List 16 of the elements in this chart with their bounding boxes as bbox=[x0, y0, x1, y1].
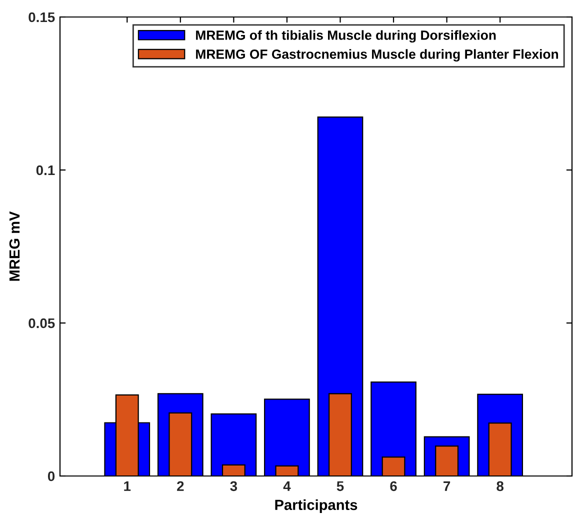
y-tick-label: 0.1 bbox=[36, 165, 55, 176]
x-tick-label: 3 bbox=[230, 481, 238, 492]
x-tick-label: 2 bbox=[177, 481, 184, 491]
y-tick-label: 0.05 bbox=[28, 318, 55, 328]
y-tick-label: 0.15 bbox=[28, 12, 55, 22]
x-tick-label: 7 bbox=[444, 481, 450, 491]
x-tick-label: 8 bbox=[496, 481, 504, 492]
legend-label: MREMG of th tibialis Muscle during Dorsiflexion bbox=[196, 30, 496, 43]
legend-label: MREMG OF Gastrocnemius Muscle during Planter Flexion bbox=[196, 49, 558, 62]
x-tick-label: 6 bbox=[390, 481, 397, 492]
y-tick-label: 0 bbox=[48, 471, 55, 482]
x-tick-label: 4 bbox=[283, 481, 291, 491]
x-tick-label: 5 bbox=[336, 481, 344, 492]
x-axis-title: Participants bbox=[275, 499, 358, 513]
x-tick-label: 1 bbox=[124, 481, 131, 491]
y-axis-title: MREG mV bbox=[9, 211, 20, 281]
